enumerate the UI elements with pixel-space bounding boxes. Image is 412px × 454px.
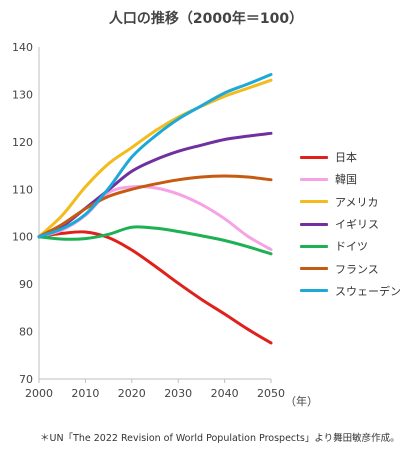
series-line-0: [37, 230, 273, 345]
x-tick-label: 2000: [25, 387, 53, 400]
series-lines: [37, 73, 273, 345]
legend-item: ドイツ: [300, 235, 401, 257]
y-tick-label: 100: [12, 231, 33, 244]
legend-item: アメリカ: [300, 191, 401, 213]
legend-swatch: [300, 267, 328, 271]
x-axis-unit: （年）: [285, 395, 318, 408]
legend-swatch: [300, 155, 328, 159]
legend-label: フランス: [335, 262, 379, 276]
series-line-2: [37, 78, 273, 239]
y-tick-label: 130: [12, 88, 33, 101]
legend-swatch: [300, 244, 328, 248]
legend: 日本韓国アメリカイギリスドイツフランススウェーデン: [300, 146, 401, 302]
y-tick-label: 70: [19, 373, 33, 386]
legend-label: 日本: [335, 151, 357, 165]
legend-label: ドイツ: [335, 240, 368, 254]
legend-label: アメリカ: [335, 195, 379, 209]
x-tick-label: 2040: [211, 387, 239, 400]
legend-label: イギリス: [335, 218, 379, 232]
legend-item: フランス: [300, 257, 401, 279]
legend-swatch: [300, 289, 328, 293]
x-tick-label: 2030: [164, 387, 192, 400]
series-line-6: [37, 73, 273, 239]
legend-label: スウェーデン: [335, 284, 401, 298]
y-tick-label: 80: [19, 326, 33, 339]
x-tick-label: 2020: [118, 387, 146, 400]
legend-swatch: [300, 200, 328, 204]
series-line-4: [37, 225, 273, 256]
series-line-5: [37, 174, 273, 239]
legend-swatch: [300, 222, 328, 226]
x-tick-label: 2050: [257, 387, 285, 400]
chart-title: 人口の推移（2000年＝100）: [108, 11, 304, 27]
y-tick-label: 90: [19, 278, 33, 291]
legend-item: イギリス: [300, 213, 401, 235]
source-footnote: ＊UN「The 2022 Revision of World Populatio…: [40, 433, 400, 444]
y-tick-label: 110: [12, 183, 33, 196]
legend-label: 韓国: [335, 173, 357, 187]
legend-swatch: [300, 177, 328, 181]
y-tick-label: 120: [12, 136, 33, 149]
legend-item: 韓国: [300, 168, 401, 190]
x-tick-label: 2010: [71, 387, 99, 400]
legend-item: 日本: [300, 146, 401, 168]
legend-item: スウェーデン: [300, 280, 401, 302]
y-tick-label: 140: [12, 41, 33, 54]
axes: 70 80 90 100 110 120 130 140 2000 2010 2020 2030 204…: [12, 41, 285, 400]
